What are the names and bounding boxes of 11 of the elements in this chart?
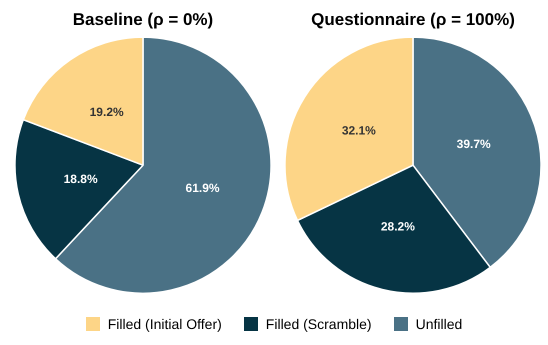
data-label: 18.8% xyxy=(64,172,98,186)
data-label: 32.1% xyxy=(342,123,376,138)
chart-title: Baseline (ρ = 0%) xyxy=(72,10,214,29)
data-label: 39.7% xyxy=(456,137,492,152)
legend-label: Filled (Initial Offer) xyxy=(108,316,222,332)
chart-title: Questionnaire (ρ = 100%) xyxy=(311,10,515,29)
data-label: 28.2% xyxy=(380,220,416,234)
data-label: 61.9% xyxy=(186,181,220,196)
legend-label: Filled (Scramble) xyxy=(266,316,372,332)
data-label: 19.2% xyxy=(90,104,124,119)
legend-label: Unfilled xyxy=(416,316,462,332)
